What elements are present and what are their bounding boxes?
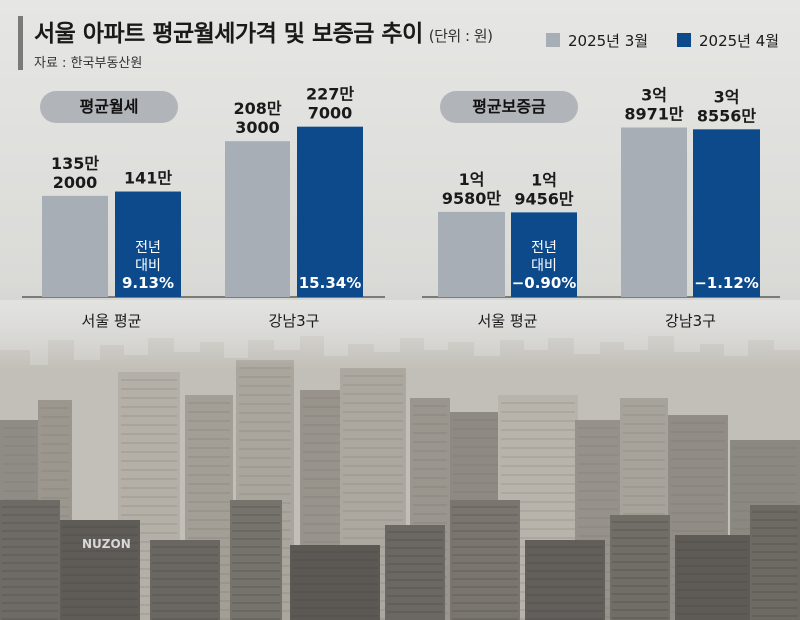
bar-march	[42, 195, 108, 297]
bar-april	[297, 126, 363, 298]
change-label: 15.34%	[299, 274, 361, 292]
legend-item-march: 2025년 3월	[546, 30, 648, 51]
data-label: 3억	[641, 86, 667, 105]
panel-title-rent: 평균월세	[40, 91, 178, 123]
data-label: 1억	[459, 170, 485, 189]
legend-label-april: 2025년 4월	[699, 32, 780, 50]
bar-april	[511, 212, 577, 297]
data-label: 7000	[308, 104, 353, 123]
data-label: 3000	[235, 118, 280, 137]
bar-march	[438, 211, 505, 297]
change-caption: 전년	[135, 240, 161, 256]
chart-title: 서울 아파트 평균월세가격 및 보증금 추이 (단위 : 원)	[34, 14, 493, 48]
x-tick-label: 서울 평균	[478, 312, 538, 330]
change-caption: 대비	[135, 258, 161, 274]
bar-april	[693, 129, 760, 297]
data-label: 3억	[714, 87, 740, 106]
change-caption: 전년	[531, 240, 557, 256]
change-label: −0.90%	[512, 274, 577, 292]
x-tick-label: 강남3구	[269, 312, 320, 330]
building-front	[750, 505, 800, 620]
panel-title-deposit: 평균보증금	[440, 91, 578, 123]
change-label: 9.13%	[122, 274, 174, 292]
legend-label-march: 2025년 3월	[568, 32, 649, 50]
change-caption: 대비	[531, 258, 557, 274]
charts-group: 서울 평균 강남3구135만2000208만3000141만전년대비9.13%22…	[22, 85, 780, 330]
building-front	[525, 540, 605, 620]
chart-title-text: 서울 아파트 평균월세가격 및 보증금 추이	[34, 21, 423, 47]
building-front	[385, 525, 445, 620]
bar-march	[225, 141, 290, 297]
data-label: 9580만	[442, 189, 502, 208]
data-label: 9456만	[514, 189, 574, 208]
data-label: 141만	[124, 169, 172, 188]
building-front	[610, 515, 670, 620]
x-tick-label: 강남3구	[665, 312, 716, 330]
title-accent-bar	[18, 16, 23, 70]
bar-march	[621, 127, 687, 298]
legend-swatch-april	[677, 33, 691, 47]
data-label: 227만	[306, 85, 354, 104]
building-front	[290, 545, 380, 620]
x-tick-label: 서울 평균	[82, 312, 142, 330]
building-front	[230, 500, 282, 620]
change-label: −1.12%	[694, 274, 759, 292]
building-front	[150, 540, 220, 620]
data-label: 208만	[233, 99, 281, 118]
data-label: 8971만	[624, 105, 684, 124]
data-label: 1억	[531, 170, 557, 189]
haze-overlay	[0, 300, 800, 370]
building-front	[675, 535, 750, 620]
building-front	[60, 520, 140, 620]
data-label: 2000	[53, 173, 98, 192]
building-front	[450, 500, 520, 620]
bar-april	[115, 191, 181, 297]
legend-swatch-march	[546, 33, 560, 47]
source-label: 자료 : 한국부동산원	[34, 56, 143, 71]
data-label: 8556만	[697, 106, 757, 125]
building-front	[0, 500, 60, 620]
city-skyline	[0, 336, 800, 620]
legend-item-april: 2025년 4월	[677, 30, 779, 51]
unit-label: (단위 : 원)	[428, 27, 493, 45]
building-sign: NUZON	[82, 537, 131, 551]
data-label: 135만	[51, 154, 99, 173]
